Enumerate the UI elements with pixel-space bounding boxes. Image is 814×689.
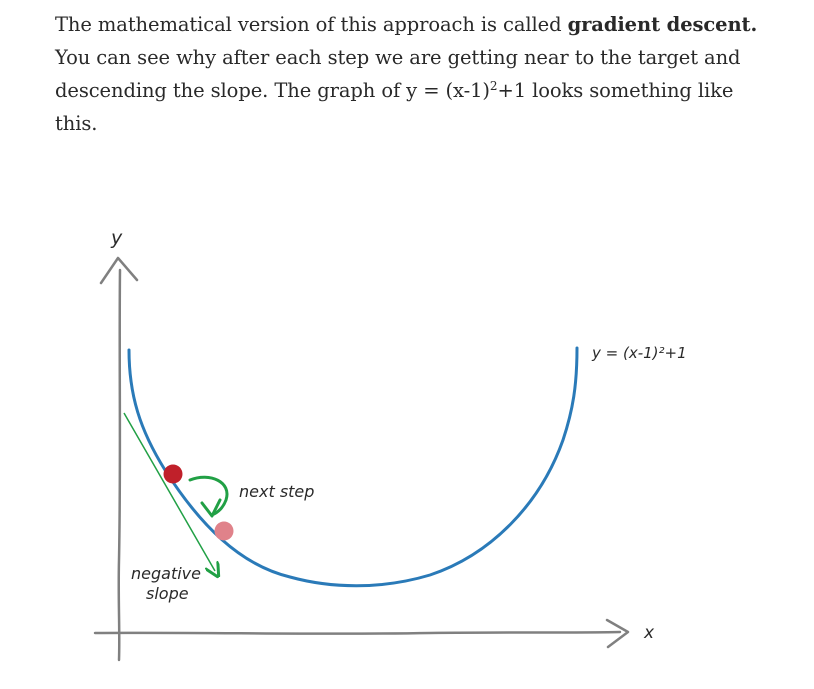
parabola-curve: [127, 346, 579, 588]
y-axis: [117, 268, 122, 662]
paragraph-text-middle: You can see why after each step we are g…: [55, 46, 741, 102]
gradient-descent-term: gradient descent.: [567, 13, 758, 36]
next-step-label: next step: [239, 482, 314, 501]
y-axis-arrowhead: [99, 256, 139, 285]
next-step-arrow: [188, 475, 229, 516]
y-axis-label: y: [110, 227, 123, 249]
curve-equation-label: y = (x-1)²+1: [591, 344, 687, 362]
x-axis-label: x: [643, 623, 655, 643]
negative-slope-label-line1: negative: [131, 564, 201, 583]
next-point: [214, 521, 234, 541]
paragraph-text-end: +1 looks something like this.: [55, 79, 734, 135]
paragraph-text-start: The mathematical version of this approac…: [55, 13, 568, 36]
current-point: [163, 464, 183, 484]
x-axis-arrowhead: [605, 618, 630, 649]
tangent-line: [123, 412, 215, 571]
x-axis: [93, 630, 622, 635]
negative-slope-label-line2: slope: [146, 584, 189, 603]
exponent-superscript: 2: [489, 79, 498, 93]
next-step-arrowhead: [200, 498, 222, 518]
body-paragraph: The mathematical version of this approac…: [55, 8, 775, 140]
